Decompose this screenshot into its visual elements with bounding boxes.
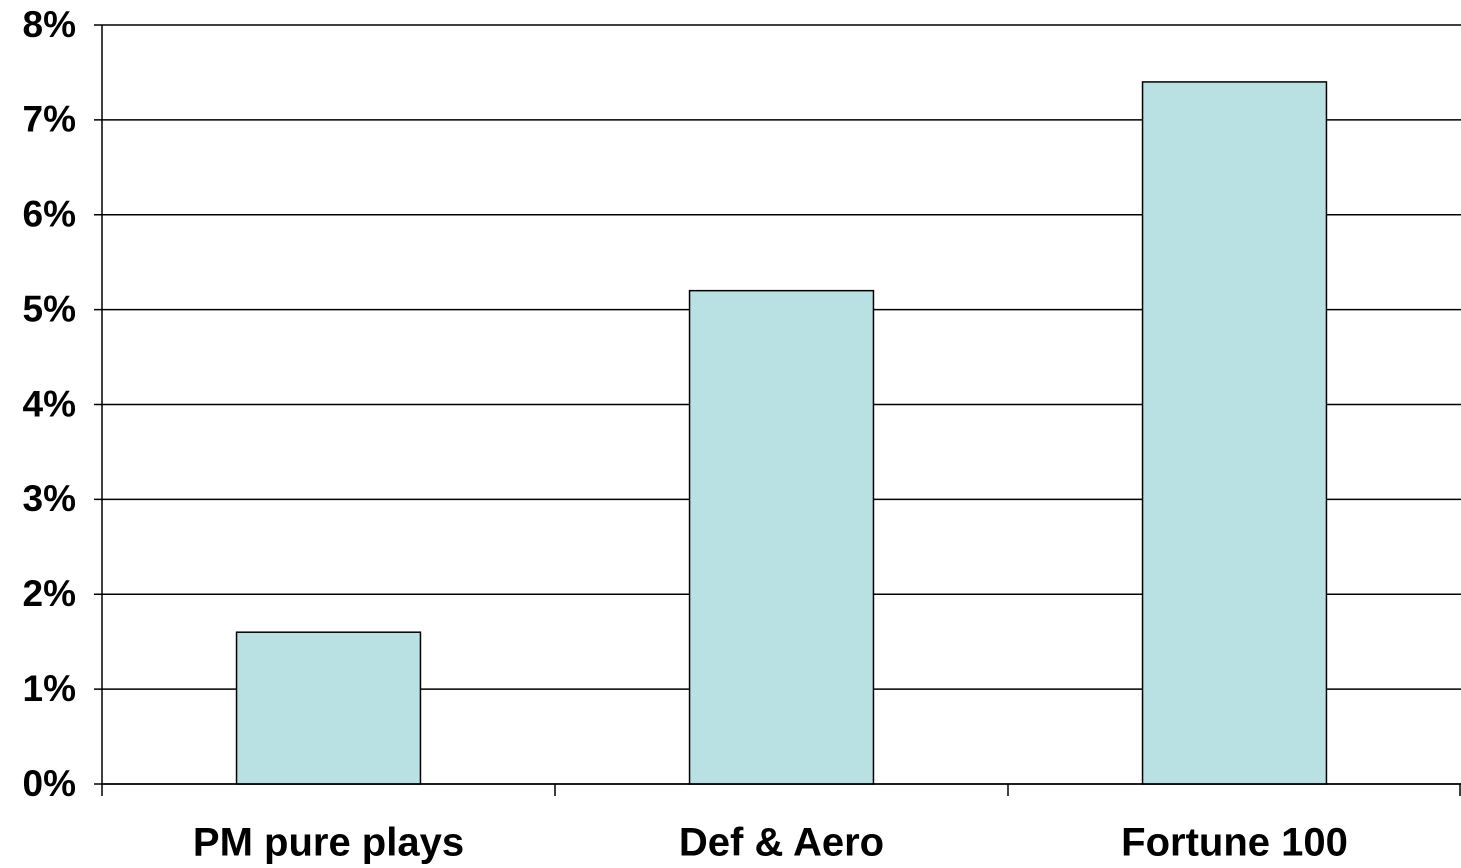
y-tick-label: 6% (23, 194, 76, 235)
y-tick-label: 2% (23, 573, 76, 614)
x-tick-label: Def & Aero (679, 821, 884, 865)
y-tick-label: 8% (23, 4, 76, 45)
bar (688, 289, 875, 785)
y-tick-label: 5% (23, 288, 76, 329)
y-tick-label: 4% (23, 383, 76, 424)
y-tick-label: 7% (23, 99, 76, 140)
x-tick-label: Fortune 100 (1121, 821, 1348, 865)
y-tick-label: 0% (23, 763, 76, 804)
bar (235, 631, 422, 785)
y-tick-label: 1% (23, 668, 76, 709)
bar (1141, 81, 1328, 785)
x-tick-label: PM pure plays (193, 821, 464, 865)
y-tick-label: 3% (23, 478, 76, 519)
